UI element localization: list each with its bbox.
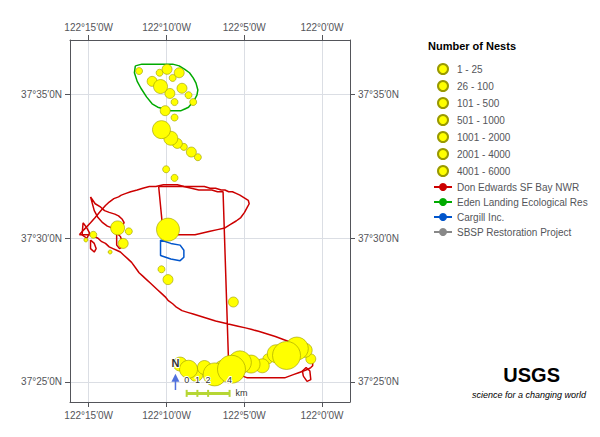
svg-text:Don Edwards SF Bay NWR: Don Edwards SF Bay NWR [457, 182, 579, 193]
svg-text:N: N [171, 357, 179, 369]
svg-text:122°10′0W: 122°10′0W [142, 22, 191, 33]
svg-text:4: 4 [227, 375, 232, 385]
svg-text:km: km [236, 388, 248, 398]
svg-text:2: 2 [206, 375, 211, 385]
svg-text:science for a changing world: science for a changing world [472, 390, 587, 400]
svg-text:Eden Landing Ecological Res: Eden Landing Ecological Res [457, 197, 588, 208]
svg-text:37°25′0N: 37°25′0N [358, 376, 399, 387]
svg-text:122°0′0W: 122°0′0W [300, 22, 344, 33]
svg-text:Number of Nests: Number of Nests [428, 40, 516, 52]
svg-text:1 - 25: 1 - 25 [457, 64, 483, 75]
svg-text:122°5′0W: 122°5′0W [223, 410, 267, 421]
svg-text:Cargill Inc.: Cargill Inc. [457, 212, 504, 223]
svg-text:122°5′0W: 122°5′0W [223, 22, 267, 33]
svg-text:26 - 100: 26 - 100 [457, 81, 494, 92]
svg-text:37°30′0N: 37°30′0N [21, 233, 62, 244]
svg-text:SBSP Restoration Project: SBSP Restoration Project [457, 227, 572, 238]
svg-text:37°35′0N: 37°35′0N [21, 89, 62, 100]
svg-text:1: 1 [195, 375, 200, 385]
svg-text:0: 0 [184, 375, 189, 385]
svg-text:501 - 1000: 501 - 1000 [457, 115, 505, 126]
svg-text:4001 - 6000: 4001 - 6000 [457, 166, 511, 177]
svg-text:USGS: USGS [503, 364, 560, 386]
svg-text:122°0′0W: 122°0′0W [300, 410, 344, 421]
svg-text:37°25′0N: 37°25′0N [21, 376, 62, 387]
svg-text:37°35′0N: 37°35′0N [358, 89, 399, 100]
svg-text:122°15′0W: 122°15′0W [64, 22, 113, 33]
svg-text:122°15′0W: 122°15′0W [64, 410, 113, 421]
svg-text:101 - 500: 101 - 500 [457, 98, 500, 109]
svg-text:37°30′0N: 37°30′0N [358, 233, 399, 244]
svg-text:1001 - 2000: 1001 - 2000 [457, 132, 511, 143]
svg-text:2001 - 4000: 2001 - 4000 [457, 149, 511, 160]
svg-text:122°10′0W: 122°10′0W [142, 410, 191, 421]
